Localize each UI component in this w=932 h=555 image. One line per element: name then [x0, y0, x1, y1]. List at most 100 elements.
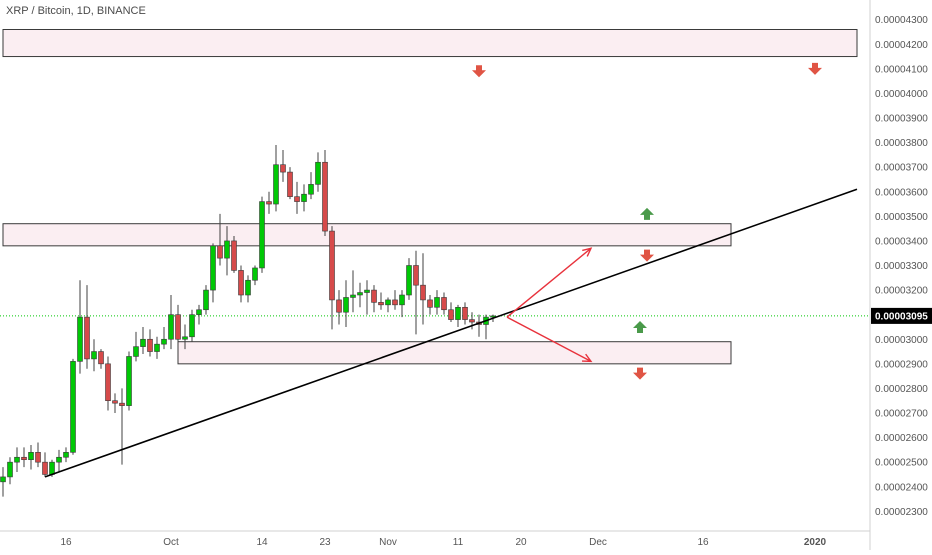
candle-body — [427, 299, 433, 308]
time-tick-label: 16 — [697, 537, 709, 548]
candle-body — [28, 452, 34, 461]
candle-body — [329, 230, 335, 301]
candle-body — [154, 343, 160, 352]
price-tick-label: 0.00002600 — [875, 433, 928, 444]
price-tick-label: 0.00003500 — [875, 212, 928, 223]
candle-body — [189, 314, 195, 338]
candle-body — [168, 314, 174, 340]
bullish-projection-arrow — [506, 247, 592, 318]
candle-body — [406, 265, 412, 296]
candles-layer — [0, 145, 496, 497]
price-tick-label: 0.00002800 — [875, 384, 928, 395]
bullish-projection-arrow-head — [582, 247, 593, 257]
candle-body — [105, 363, 111, 402]
price-tick-label: 0.00004100 — [875, 64, 928, 75]
candle-body — [98, 351, 104, 365]
candle-body — [399, 294, 405, 306]
candle-body — [392, 299, 398, 306]
candle-body — [112, 400, 118, 404]
candle-body — [266, 201, 272, 205]
candle-body — [273, 164, 279, 205]
candle-body — [301, 193, 307, 202]
candle-body — [322, 161, 328, 232]
candle-body — [238, 270, 244, 296]
time-tick-label: 2020 — [804, 537, 827, 548]
rising-trendline — [44, 188, 858, 478]
candle-body — [210, 245, 216, 291]
candle-body — [294, 196, 300, 202]
price-tick-label: 0.00003000 — [875, 335, 928, 346]
candle-body — [203, 289, 209, 311]
price-tick-label: 0.00004300 — [875, 15, 928, 26]
candle-body — [133, 346, 139, 357]
candle-body — [7, 461, 13, 478]
bearish-projection-arrow — [506, 316, 592, 362]
candle-body — [175, 314, 181, 340]
price-tick-label: 0.00003300 — [875, 261, 928, 272]
price-tick-label: 0.00002500 — [875, 458, 928, 469]
candle-body — [371, 289, 377, 303]
buy-marker — [640, 207, 654, 220]
price-axis[interactable]: 0.00004300 0.00004200 0.00004100 0.00004000… — [871, 15, 932, 518]
candle-body — [259, 201, 265, 269]
price-tick-label: 0.00002400 — [875, 482, 928, 493]
candle-body — [413, 265, 419, 286]
time-tick-label: 23 — [319, 537, 331, 548]
last-price-badge — [871, 307, 932, 324]
candle-body — [217, 245, 223, 259]
middle-resistance-zone — [2, 223, 732, 247]
time-tick-label: Dec — [589, 537, 607, 548]
price-tick-label: 0.00003200 — [875, 286, 928, 297]
price-tick-label: 0.00002300 — [875, 507, 928, 518]
sell-marker — [808, 62, 822, 75]
candle-body — [56, 456, 62, 463]
candle-body — [441, 297, 447, 311]
candle-body — [252, 267, 258, 281]
price-tick-label: 0.00002900 — [875, 359, 928, 370]
candle-body — [287, 171, 293, 197]
candle-body — [224, 240, 230, 259]
price-tick-label: 0.00004000 — [875, 89, 928, 100]
chart-title: XRP / Bitcoin, 1D, BINANCE — [6, 5, 146, 17]
trendline-layer — [44, 188, 858, 478]
candle-body — [385, 299, 391, 306]
candle-body — [434, 297, 440, 308]
markers-layer — [472, 62, 822, 380]
candle-body — [315, 161, 321, 185]
price-tick-label: 0.00003800 — [875, 138, 928, 149]
candle-body — [182, 336, 188, 340]
time-tick-label: 11 — [453, 537, 464, 548]
time-axis[interactable]: 16 Oct 14 23 Nov 11 20 Dec 16 2020 — [60, 537, 826, 548]
candle-body — [161, 338, 167, 345]
support-zone — [177, 341, 732, 365]
zones-layer — [2, 29, 858, 365]
candle-body — [49, 461, 55, 475]
bearish-projection-arrow-head — [581, 353, 593, 363]
price-tick-label: 0.00003900 — [875, 114, 928, 125]
candle-body — [140, 338, 146, 347]
time-tick-label: Oct — [163, 537, 179, 548]
price-tick-label: 0.00003400 — [875, 236, 928, 247]
candle-body — [343, 297, 349, 313]
candle-body — [462, 306, 468, 320]
sell-marker — [640, 249, 654, 262]
candle-body — [420, 284, 426, 301]
time-tick-label: Nov — [379, 537, 397, 548]
candle-body — [455, 306, 461, 320]
candle-body — [350, 294, 356, 298]
candle-body — [196, 309, 202, 315]
last-price-label: 0.00003095 — [875, 311, 928, 322]
time-tick-label: 14 — [256, 537, 268, 548]
candle-body — [14, 456, 20, 463]
sell-marker — [472, 65, 486, 78]
candle-body — [245, 279, 251, 296]
price-tick-label: 0.00003700 — [875, 163, 928, 174]
candle-body — [63, 452, 69, 458]
candle-body — [231, 240, 237, 271]
time-tick-label: 16 — [60, 537, 72, 548]
candle-body — [364, 289, 370, 293]
candle-body — [469, 319, 475, 323]
